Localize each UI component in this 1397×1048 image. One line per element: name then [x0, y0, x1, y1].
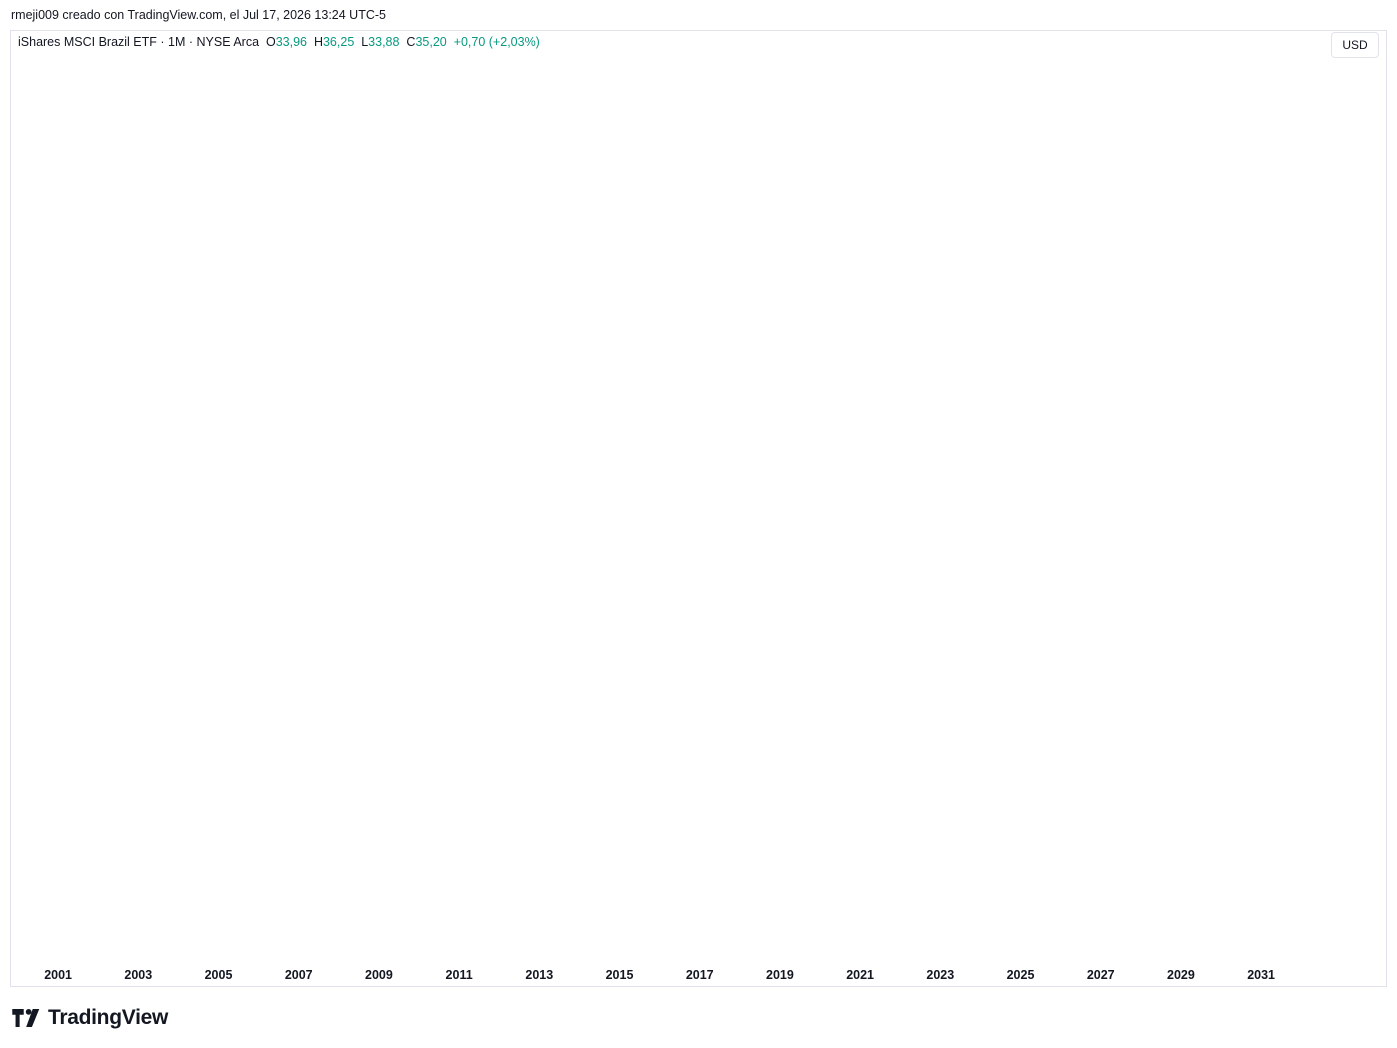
x-tick-label: 2027	[1087, 968, 1115, 982]
x-tick-label: 2029	[1167, 968, 1195, 982]
chart-frame	[10, 30, 1387, 987]
brand-name: TradingView	[48, 1006, 169, 1029]
x-tick-label: 2005	[205, 968, 233, 982]
close-label: C	[406, 35, 416, 49]
x-tick-label: 2021	[846, 968, 874, 982]
close-value: 35,20	[415, 35, 447, 49]
tradingview-logo-icon	[12, 1009, 40, 1027]
x-tick-label: 2003	[124, 968, 152, 982]
high-label: H	[313, 35, 323, 49]
change-value: +0,70 (+2,03%)	[453, 35, 540, 49]
x-tick-label: 2007	[285, 968, 313, 982]
x-tick-label: 2011	[446, 968, 473, 982]
x-tick-label: 2017	[686, 968, 714, 982]
currency-button[interactable]: USD	[1331, 32, 1379, 58]
low-label: L	[361, 35, 369, 49]
symbol-legend: iShares MSCI Brazil ETF · 1M · NYSE Arca…	[18, 35, 540, 49]
x-tick-label: 2015	[606, 968, 634, 982]
high-value: 36,25	[322, 35, 355, 49]
x-tick-label: 2013	[525, 968, 553, 982]
x-tick-label: 2009	[365, 968, 393, 982]
x-tick-label: 2023	[926, 968, 954, 982]
x-tick-label: 2001	[44, 968, 72, 982]
tradingview-logo[interactable]: TradingView	[12, 1006, 168, 1030]
x-tick-label: 2031	[1247, 968, 1275, 982]
chart-caption: rmeji009 creado con TradingView.com, el …	[11, 8, 386, 22]
x-tick-label: 2025	[1007, 968, 1035, 982]
open-label: O	[265, 35, 276, 49]
x-tick-label: 2019	[766, 968, 794, 982]
low-value: 33,88	[368, 35, 400, 49]
open-value: 33,96	[275, 35, 307, 49]
symbol-title: iShares MSCI Brazil ETF · 1M · NYSE Arca	[18, 35, 260, 49]
